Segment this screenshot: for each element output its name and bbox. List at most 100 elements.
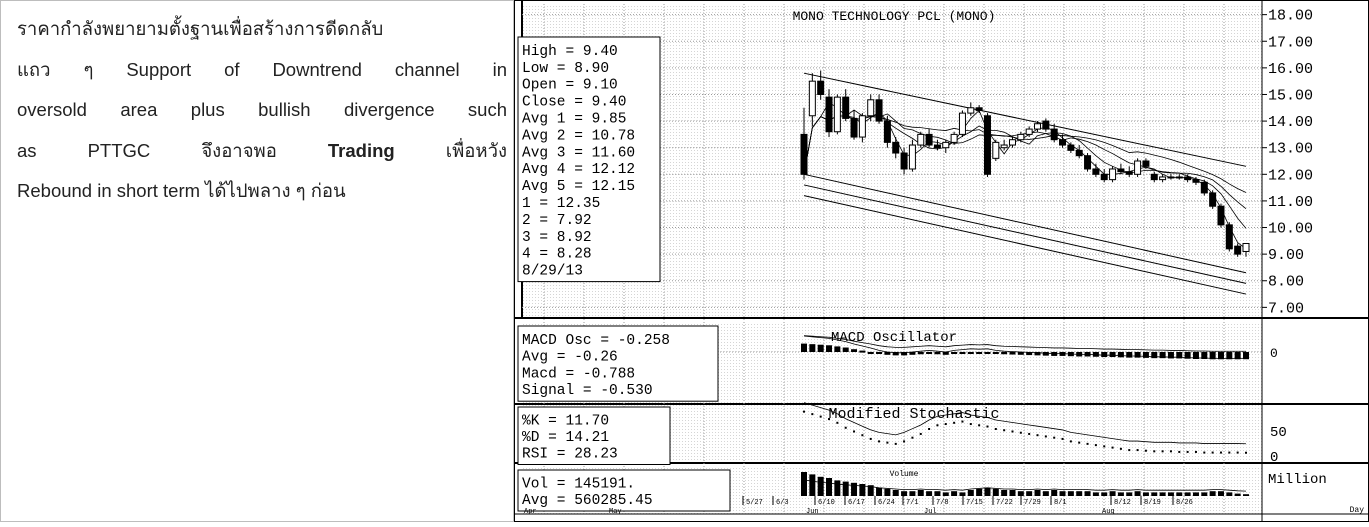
macd-line xyxy=(803,335,1247,359)
candle xyxy=(1134,160,1142,175)
y-tick-label: 12.00 xyxy=(1268,167,1313,184)
candle xyxy=(1217,205,1225,226)
stochastic-point xyxy=(1203,451,1206,454)
stochastic-point xyxy=(1044,435,1047,438)
candle xyxy=(983,115,991,175)
commentary-line: Rebound in short term ได้ไปพลาง ๆ ก่อน xyxy=(17,180,346,201)
volume-bar xyxy=(909,491,916,496)
chart-area: 18.00 17.00 16.00 15.00 14.00 13.00 12.00 11.00… xyxy=(514,0,1369,522)
macd-bar xyxy=(917,352,924,355)
volume-bar xyxy=(1167,492,1174,496)
x-tick-label: Jul xyxy=(924,508,937,516)
commentary-line: แถว ๆ Support of Downtrend channel in xyxy=(17,58,507,80)
macd-bar xyxy=(859,350,866,353)
volume-bar xyxy=(1192,492,1199,496)
stochastic-point xyxy=(1128,449,1131,452)
candle xyxy=(958,112,966,135)
macd-bar xyxy=(1009,352,1016,355)
volume-bar xyxy=(901,491,908,496)
info-line: Avg 4 = 12.12 xyxy=(522,162,635,178)
candle xyxy=(808,80,816,117)
macd-bar xyxy=(1117,352,1124,358)
macd-bar xyxy=(842,347,849,352)
commentary-fragment: as PTTGC จึงอาจพอ xyxy=(17,139,328,161)
volume-bar xyxy=(1017,491,1024,496)
stochastic-point xyxy=(1111,446,1114,449)
stochastic-point xyxy=(803,410,805,413)
stochastic-point xyxy=(1061,437,1064,440)
axis-label: Day xyxy=(1350,506,1365,515)
x-tick-label: 7/29 xyxy=(1024,499,1041,507)
info-line: %D = 14.21 xyxy=(522,430,609,446)
stochastic-point xyxy=(836,421,839,424)
macd-bar xyxy=(1126,352,1133,358)
y-tick-label: 0 xyxy=(1270,450,1278,466)
stochastic-point xyxy=(1211,451,1214,454)
info-line: 2 = 7.92 xyxy=(522,213,592,229)
stochastic-point xyxy=(1103,445,1106,448)
macd-bar xyxy=(1234,352,1241,360)
stochastic-point xyxy=(994,428,997,430)
y-tick-label: 16.00 xyxy=(1268,61,1313,78)
macd-bar xyxy=(976,352,983,354)
macd-bar xyxy=(1226,352,1233,360)
volume-bar xyxy=(1184,492,1191,496)
commentary-fragment: เพื่อหวัง xyxy=(394,139,507,161)
commentary-line: as PTTGC จึงอาจพอ Trading เพื่อหวัง xyxy=(17,131,507,172)
stochastic-point xyxy=(1245,451,1247,454)
stochastic-point xyxy=(1136,449,1139,452)
stochastic-point xyxy=(853,430,856,433)
macd-bar xyxy=(817,344,824,352)
candle xyxy=(1167,176,1175,179)
candle xyxy=(842,96,850,119)
candle xyxy=(1209,192,1217,207)
candle xyxy=(1184,176,1192,181)
candle xyxy=(942,141,950,149)
candle xyxy=(825,96,833,133)
volume-bar xyxy=(867,485,874,496)
stochastic-point xyxy=(811,413,814,416)
candle xyxy=(892,141,900,154)
stochastic-point xyxy=(1003,429,1006,432)
stochastic-point xyxy=(1236,451,1239,454)
macd-bar xyxy=(1092,352,1099,357)
stochastic-point xyxy=(886,441,889,444)
stochastic-point xyxy=(869,437,872,440)
macd-bar xyxy=(992,352,999,354)
macd-bar xyxy=(926,352,933,354)
candle xyxy=(1042,120,1050,130)
volume-bar xyxy=(801,472,807,496)
x-tick-label: 7/15 xyxy=(966,499,983,507)
macd-bar xyxy=(942,352,949,355)
macd-bar xyxy=(984,352,991,354)
panel-title: Volume xyxy=(890,470,919,479)
candle xyxy=(1234,245,1242,255)
stochastic-point xyxy=(844,426,847,429)
candle xyxy=(900,152,908,170)
macd-bar xyxy=(1201,352,1208,359)
volume-bar xyxy=(876,487,883,496)
candle xyxy=(933,144,941,149)
macd-bar xyxy=(892,352,899,356)
volume-bar xyxy=(934,491,941,496)
stochastic-point xyxy=(1153,450,1156,453)
y-tick-label: 8.00 xyxy=(1268,274,1304,291)
macd-bar xyxy=(1192,352,1199,359)
volume-bar xyxy=(842,481,849,496)
candle xyxy=(1142,160,1150,167)
volume-bar xyxy=(1076,491,1083,496)
stochastic-point xyxy=(1228,451,1231,454)
macd-bar xyxy=(951,352,958,354)
macd-bar xyxy=(1176,352,1183,359)
y-tick-label: 14.00 xyxy=(1268,114,1313,131)
x-tick-label: 8/12 xyxy=(1114,499,1131,507)
stochastic-point xyxy=(1194,450,1197,453)
stochastic-point xyxy=(1219,451,1222,454)
candle xyxy=(1100,173,1108,181)
stochastic-point xyxy=(819,415,822,418)
volume-bar xyxy=(984,487,991,496)
trend-channel-line xyxy=(803,195,1247,295)
stochastic-point xyxy=(828,418,831,421)
volume-bar xyxy=(1176,492,1183,496)
candle xyxy=(967,107,975,114)
